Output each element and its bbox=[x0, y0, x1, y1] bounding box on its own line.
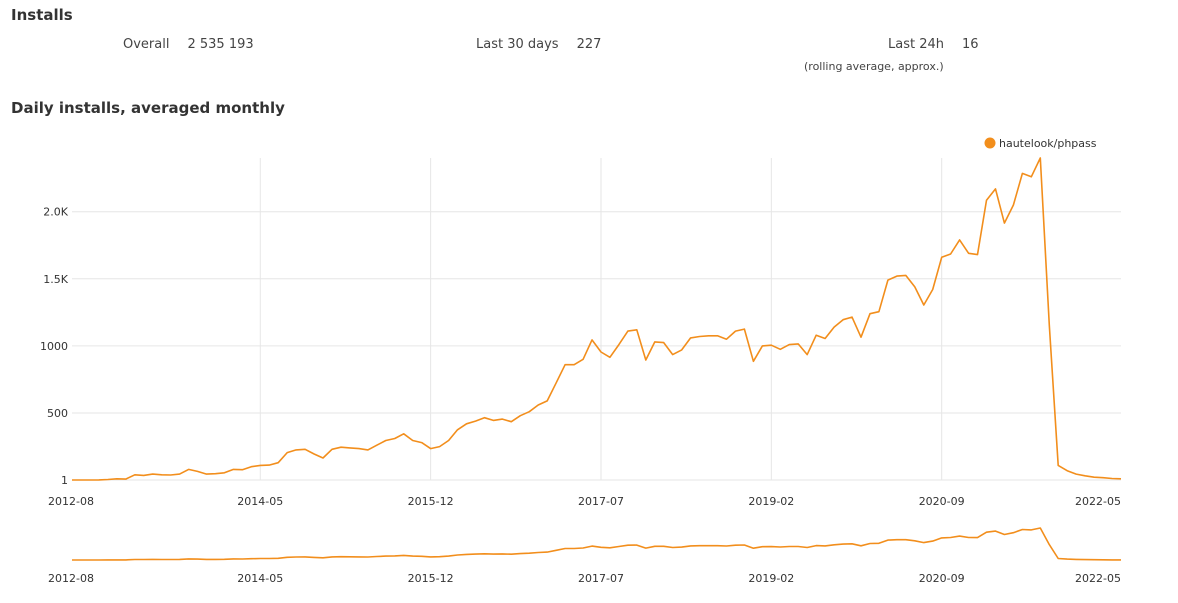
series-line-navigator bbox=[72, 527, 1121, 561]
rolling-average-note: (rolling average, approx.) bbox=[804, 60, 944, 73]
navigator-x-tick-label: 2019-02 bbox=[748, 572, 794, 585]
last-30-days-label: Last 30 days bbox=[476, 37, 559, 52]
navigator-x-tick-label: 2022-05 bbox=[1075, 572, 1121, 585]
legend-label: hautelook/phpass bbox=[999, 137, 1097, 150]
installs-title: Installs bbox=[11, 6, 73, 24]
last-30-days-stat: Last 30 days 227 bbox=[476, 37, 601, 52]
last-24h-value: 16 bbox=[962, 37, 979, 52]
x-tick-label: 2020-09 bbox=[919, 495, 965, 508]
navigator-x-tick-label: 2017-07 bbox=[578, 572, 624, 585]
x-axis-ticks: 2012-08 2014-05 2015-12 2017-07 2019-02 2020-… bbox=[48, 495, 1121, 508]
y-axis-ticks: 1 500 1000 1.5K 2.0K bbox=[40, 206, 69, 487]
x-tick-label: 2015-12 bbox=[408, 495, 454, 508]
x-tick-label: 2014-05 bbox=[237, 495, 283, 508]
legend[interactable]: hautelook/phpass bbox=[984, 137, 1097, 150]
navigator-x-tick-label: 2015-12 bbox=[408, 572, 454, 585]
x-tick-label: 2019-02 bbox=[748, 495, 794, 508]
navigator-x-axis-ticks: 2012-08 2014-05 2015-12 2017-07 2019-02 2020-… bbox=[48, 572, 1121, 585]
x-tick-label: 2022-05 bbox=[1075, 495, 1121, 508]
last-30-days-value: 227 bbox=[576, 37, 602, 52]
x-tick-label: 2017-07 bbox=[578, 495, 624, 508]
overall-stat: Overall 2 535 193 bbox=[123, 37, 254, 52]
last-24h-label: Last 24h bbox=[888, 37, 944, 52]
y-tick-label: 1000 bbox=[40, 340, 68, 353]
chart-grid bbox=[72, 158, 1121, 481]
legend-marker bbox=[984, 137, 996, 149]
overall-label: Overall bbox=[123, 37, 170, 52]
navigator-x-tick-label: 2020-09 bbox=[919, 572, 965, 585]
chart-title: Daily installs, averaged monthly bbox=[11, 99, 285, 117]
last-24h-stat: Last 24h 16 bbox=[888, 37, 979, 52]
y-tick-label: 500 bbox=[47, 407, 68, 420]
y-tick-label: 1 bbox=[61, 474, 68, 487]
y-tick-label: 2.0K bbox=[43, 206, 68, 219]
x-tick-label: 2012-08 bbox=[48, 495, 94, 508]
series-line-main bbox=[72, 157, 1122, 481]
navigator-x-tick-label: 2012-08 bbox=[48, 572, 94, 585]
navigator-x-tick-label: 2014-05 bbox=[237, 572, 283, 585]
y-tick-label: 1.5K bbox=[43, 273, 68, 286]
overall-value: 2 535 193 bbox=[187, 37, 254, 52]
